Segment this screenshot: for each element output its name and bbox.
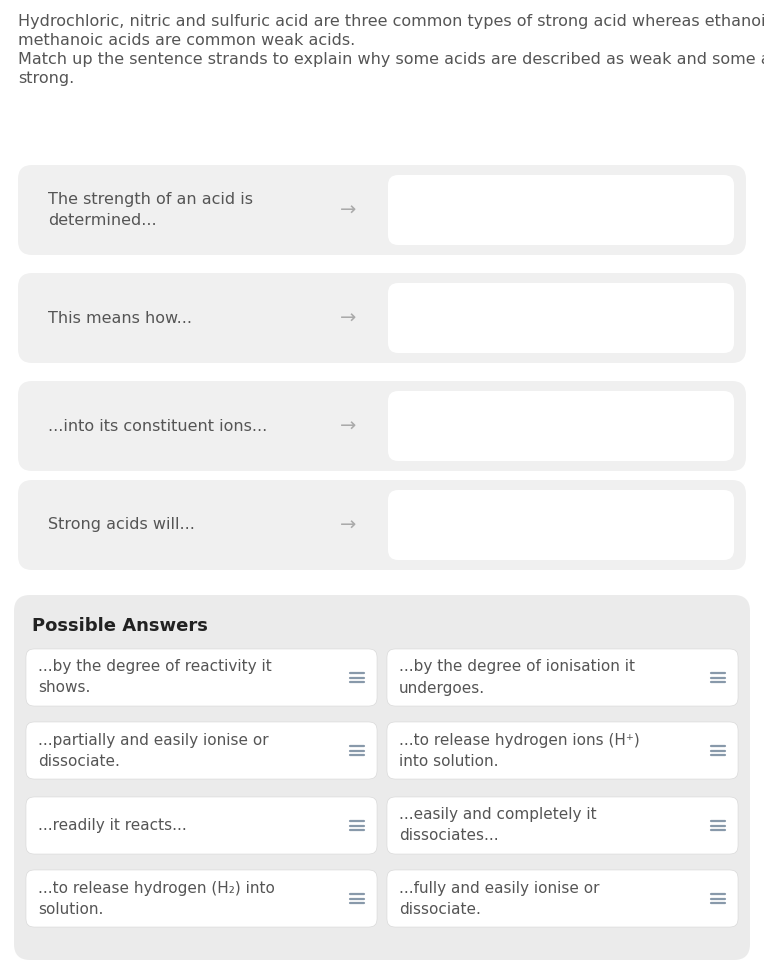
Text: →: → [340,417,356,435]
FancyBboxPatch shape [388,175,734,245]
Text: →: → [340,201,356,220]
FancyBboxPatch shape [387,722,738,779]
FancyBboxPatch shape [14,595,750,960]
FancyBboxPatch shape [388,490,734,560]
Text: →: → [340,308,356,328]
FancyBboxPatch shape [387,649,738,706]
FancyBboxPatch shape [26,797,377,854]
Text: methanoic acids are common weak acids.: methanoic acids are common weak acids. [18,33,355,48]
Text: This means how...: This means how... [48,310,192,326]
FancyBboxPatch shape [388,283,734,353]
Text: ...into its constituent ions...: ...into its constituent ions... [48,419,267,433]
FancyBboxPatch shape [18,165,746,255]
FancyBboxPatch shape [18,273,746,363]
FancyBboxPatch shape [388,391,734,461]
FancyBboxPatch shape [26,870,377,927]
Text: →: → [340,516,356,535]
Text: ...to release hydrogen ions (H⁺)
into solution.: ...to release hydrogen ions (H⁺) into so… [399,733,639,768]
Text: ...readily it reacts...: ...readily it reacts... [38,818,186,833]
Text: ...partially and easily ionise or
dissociate.: ...partially and easily ionise or dissoc… [38,733,269,768]
Text: ...by the degree of ionisation it
undergoes.: ...by the degree of ionisation it underg… [399,660,635,696]
Text: ...easily and completely it
dissociates...: ...easily and completely it dissociates.… [399,807,597,843]
FancyBboxPatch shape [387,797,738,854]
FancyBboxPatch shape [18,381,746,471]
FancyBboxPatch shape [26,649,377,706]
Text: ...to release hydrogen (H₂) into
solution.: ...to release hydrogen (H₂) into solutio… [38,881,275,917]
Text: Hydrochloric, nitric and sulfuric acid are three common types of strong acid whe: Hydrochloric, nitric and sulfuric acid a… [18,14,764,29]
Text: The strength of an acid is
determined...: The strength of an acid is determined... [48,192,253,228]
Text: Possible Answers: Possible Answers [32,617,208,635]
Text: ...fully and easily ionise or
dissociate.: ...fully and easily ionise or dissociate… [399,881,600,917]
Text: Match up the sentence strands to explain why some acids are described as weak an: Match up the sentence strands to explain… [18,52,764,67]
FancyBboxPatch shape [18,480,746,570]
Text: ...by the degree of reactivity it
shows.: ...by the degree of reactivity it shows. [38,660,272,696]
Text: strong.: strong. [18,71,74,86]
FancyBboxPatch shape [26,722,377,779]
FancyBboxPatch shape [387,870,738,927]
Text: Strong acids will...: Strong acids will... [48,517,195,533]
